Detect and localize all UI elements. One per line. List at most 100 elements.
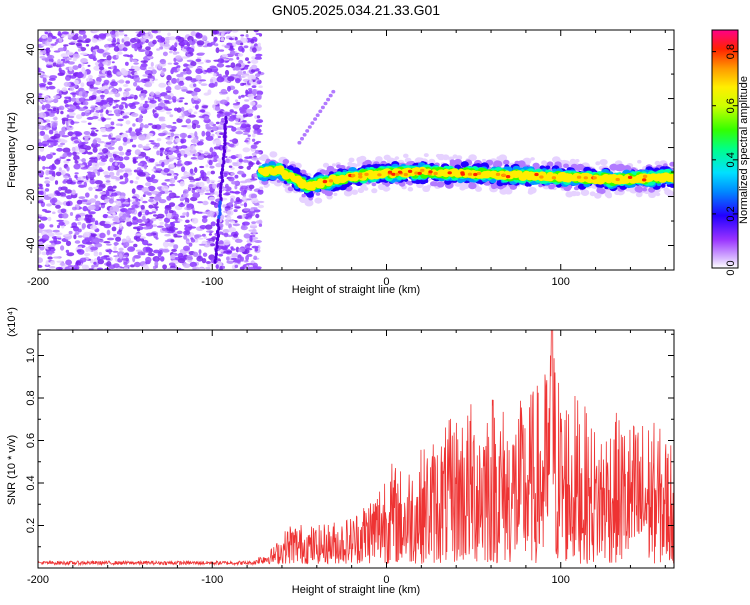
heatmap-noise-cell xyxy=(107,146,115,150)
heatmap-noise-cell xyxy=(52,62,57,67)
heatmap-noise-cell xyxy=(94,106,102,111)
heatmap-noise-cell xyxy=(73,234,77,240)
heatmap-noise-cell xyxy=(83,131,91,135)
heatmap-noise-cell xyxy=(135,128,141,133)
heatmap-band-cell xyxy=(333,192,338,196)
heatmap-noise-cell xyxy=(109,171,115,177)
heatmap-noise-cell xyxy=(118,247,124,251)
heatmap-noise-cell xyxy=(213,39,217,43)
heatmap-noise-cell xyxy=(106,55,112,61)
heatmap-trace-cell xyxy=(297,140,302,145)
heatmap-noise-cell xyxy=(225,158,230,164)
heatmap-noise-cell xyxy=(61,31,69,35)
heatmap-noise-cell xyxy=(224,45,231,49)
heatmap-noise-cell xyxy=(99,113,104,117)
heatmap-noise-cell xyxy=(243,202,248,208)
heatmap-noise-cell xyxy=(93,252,99,257)
heatmap-noise-cell xyxy=(198,52,206,55)
heatmap-noise-cell xyxy=(84,137,89,143)
heatmap-noise-cell xyxy=(195,32,203,39)
heatmap-noise-cell xyxy=(104,117,112,120)
heatmap-noise-cell xyxy=(127,74,132,78)
heatmap-noise-cell xyxy=(215,121,220,125)
heatmap-noise-cell xyxy=(132,256,136,263)
heatmap-noise-cell xyxy=(122,201,130,205)
heatmap-noise-cell xyxy=(38,138,42,144)
heatmap-noise-cell xyxy=(80,120,87,123)
heatmap-noise-cell xyxy=(91,217,96,223)
heatmap-noise-cell xyxy=(199,165,205,169)
heatmap-noise-cell xyxy=(203,155,208,159)
heatmap-noise-cell xyxy=(135,197,139,202)
heatmap-noise-cell xyxy=(232,223,240,227)
heatmap-noise-cell xyxy=(223,111,232,116)
heatmap-noise-cell xyxy=(239,110,247,114)
heatmap-noise-cell xyxy=(242,221,250,226)
heatmap-noise-cell xyxy=(148,96,154,99)
heatmap-noise-cell xyxy=(243,213,247,217)
heatmap-streak-cell xyxy=(222,159,226,165)
heatmap-noise-cell xyxy=(62,180,67,184)
heatmap-noise-cell xyxy=(122,213,131,218)
heatmap-noise-cell xyxy=(116,171,120,176)
heatmap-noise-cell xyxy=(215,264,219,269)
heatmap-noise-cell xyxy=(206,171,211,176)
heatmap-band-cell xyxy=(563,163,569,169)
heatmap-noise-cell xyxy=(213,146,221,150)
heatmap-noise-cell xyxy=(154,168,162,171)
heatmap-noise-cell xyxy=(246,108,254,114)
heatmap-noise-cell xyxy=(251,105,258,111)
heatmap-noise-cell xyxy=(167,242,175,247)
heatmap-noise-cell xyxy=(217,124,225,130)
heatmap-noise-cell xyxy=(118,223,123,228)
heatmap-noise-cell xyxy=(246,129,251,133)
heatmap-noise-cell xyxy=(231,162,239,165)
heatmap-noise-cell xyxy=(159,147,165,151)
heatmap-noise-cell xyxy=(212,30,218,35)
heatmap-noise-cell xyxy=(54,159,61,165)
heatmap-noise-cell xyxy=(156,150,160,156)
heatmap-noise-cell xyxy=(240,256,244,262)
heatmap-noise-cell xyxy=(195,58,202,62)
heatmap-noise-cell xyxy=(106,237,115,241)
heatmap-noise-cell xyxy=(235,118,240,122)
heatmap-noise-cell xyxy=(167,62,173,65)
heatmap-noise-cell xyxy=(153,147,158,150)
heatmap-noise-cell xyxy=(142,74,149,77)
heatmap-noise-cell xyxy=(250,69,256,73)
heatmap-band-cell xyxy=(325,190,333,197)
heatmap-noise-cell xyxy=(230,167,235,170)
heatmap-noise-cell xyxy=(79,148,86,153)
heatmap-noise-cell xyxy=(92,50,97,56)
heatmap-noise-cell xyxy=(38,105,41,110)
heatmap-noise-cell xyxy=(46,61,54,65)
heatmap-noise-cell xyxy=(47,81,53,86)
heatmap-band-cell xyxy=(528,186,537,194)
heatmap-noise-cell xyxy=(220,34,225,38)
heatmap-noise-cell xyxy=(69,87,75,91)
heatmap-band-cell xyxy=(371,188,378,194)
heatmap-noise-cell xyxy=(151,168,156,172)
heatmap-noise-cell xyxy=(100,94,105,100)
heatmap-noise-cell xyxy=(72,102,78,106)
heatmap-noise-cell xyxy=(163,106,169,110)
heatmap-noise-cell xyxy=(77,48,82,52)
heatmap-noise-cell xyxy=(198,189,205,193)
heatmap-noise-cell xyxy=(142,194,146,198)
heatmap-noise-cell xyxy=(112,250,119,253)
heatmap-noise-cell xyxy=(55,266,63,270)
heatmap-noise-cell xyxy=(60,245,65,251)
heatmap-noise-cell xyxy=(225,65,232,68)
heatmap-noise-cell xyxy=(157,38,165,43)
heatmap-noise-cell xyxy=(240,190,246,196)
heatmap-noise-cell xyxy=(168,262,176,267)
heatmap-noise-cell xyxy=(94,243,103,248)
heatmap-noise-cell xyxy=(81,67,86,73)
heatmap-noise-cell xyxy=(251,138,256,142)
heatmap-noise-cell xyxy=(62,234,71,237)
heatmap-noise-cell xyxy=(257,42,261,47)
heatmap-noise-cell xyxy=(242,82,247,85)
heatmap-band-cell xyxy=(407,180,414,186)
heatmap-noise-cell xyxy=(50,260,56,266)
heatmap-noise-cell xyxy=(46,41,51,46)
